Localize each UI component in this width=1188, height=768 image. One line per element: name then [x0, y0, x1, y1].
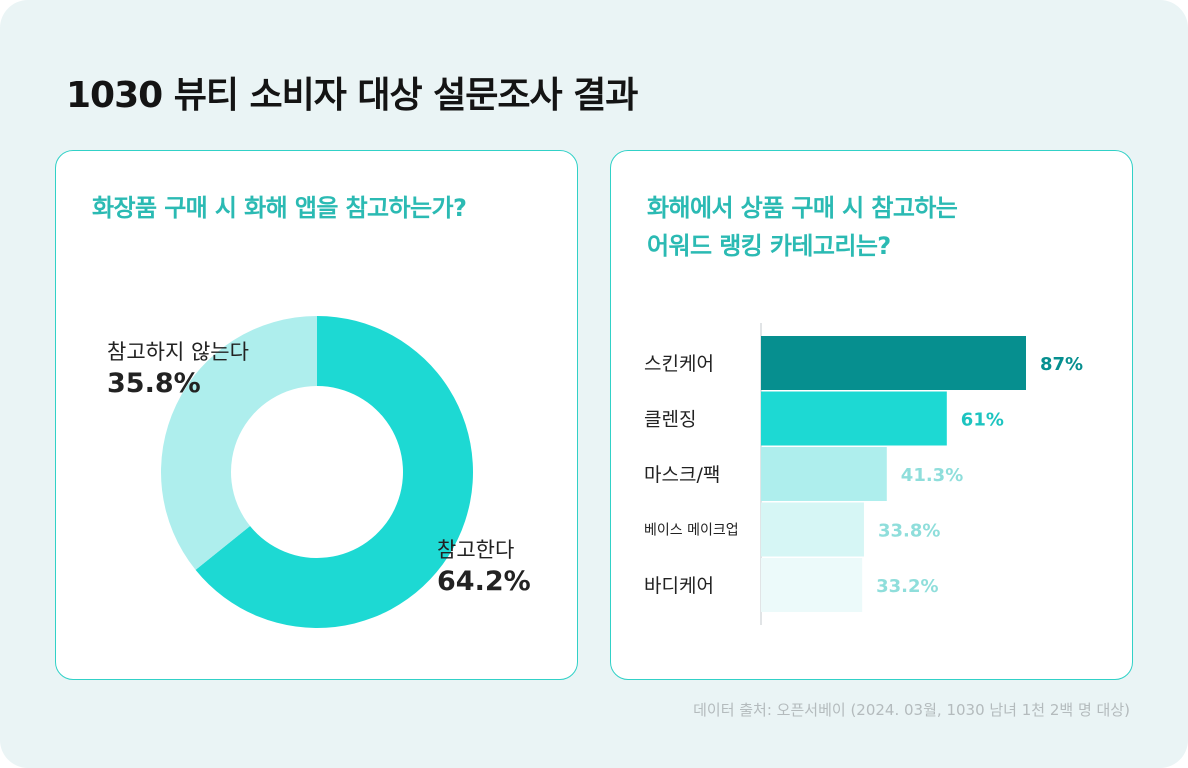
bar-chart-title-line-2: 어워드 랭킹 카테고리는? [647, 232, 891, 260]
bar-category-label: 스킨케어 [644, 353, 714, 375]
slice-name-not-refer: 참고하지 않는다 [107, 340, 249, 364]
donut-chart-card: 화장품 구매 시 화해 앱을 참고하는가? 참고하지 않는다 35.8% 참고한… [55, 150, 578, 680]
bar-0 [761, 336, 1026, 390]
bar-value-label: 87% [1040, 354, 1083, 375]
bar-value-label: 33.8% [878, 521, 940, 542]
data-source-footnote: 데이터 출처: 오픈서베이 (2024. 03월, 1030 남녀 1천 2백 … [693, 701, 1130, 719]
donut-slice-not-refer [160, 316, 317, 570]
bar-value-label: 33.2% [876, 576, 938, 597]
slice-label-refer: 참고한다 64.2% [437, 535, 531, 599]
bar-category-label: 마스크/팩 [644, 464, 720, 486]
bar-3 [761, 502, 864, 557]
bar-category-label: 바디케어 [644, 575, 714, 597]
slice-label-not-refer: 참고하지 않는다 35.8% [107, 337, 249, 401]
bar-1 [761, 391, 947, 446]
bar-chart-title: 화해에서 상품 구매 시 참고하는 어워드 랭킹 카테고리는? [647, 189, 958, 265]
bar-chart: 스킨케어 87% 클렌징 61% 마스크/팩 41.3% 베이스 메이크업 33.8% 바디케어… [644, 323, 1083, 625]
bar-category-label: 클렌징 [644, 409, 696, 431]
bar-value-label: 61% [961, 410, 1004, 431]
bar-value-label: 41.3% [901, 465, 963, 486]
donut-slice-refer [195, 316, 473, 628]
bar-4 [761, 558, 863, 612]
bar-chart-card: 스킨케어 87% 클렌징 61% 마스크/팩 41.3% 베이스 메이크업 33.8% 바디케어… [610, 150, 1133, 680]
bar-2 [761, 447, 887, 501]
bar-chart-title-line-1: 화해에서 상품 구매 시 참고하는 [647, 194, 958, 222]
bar-category-label: 베이스 메이크업 [644, 523, 739, 539]
donut-chart-title: 화장품 구매 시 화해 앱을 참고하는가? [92, 194, 467, 222]
slice-name-refer: 참고한다 [437, 538, 515, 562]
slice-value-refer: 64.2% [437, 566, 531, 597]
page-title: 1030 뷰티 소비자 대상 설문조사 결과 [66, 75, 638, 116]
slice-value-not-refer: 35.8% [107, 368, 201, 399]
donut-chart [160, 316, 473, 628]
